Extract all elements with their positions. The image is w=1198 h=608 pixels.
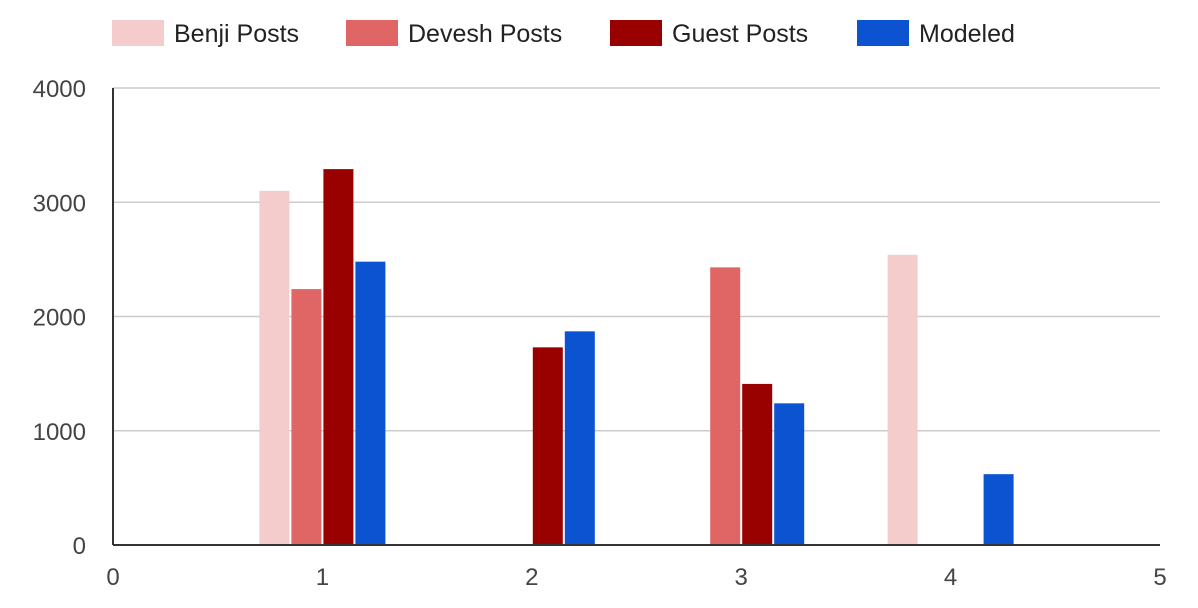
bar xyxy=(532,347,563,545)
x-tick-label: 3 xyxy=(735,564,748,591)
legend-item: Modeled xyxy=(857,20,1015,48)
legend: Benji Posts Devesh Posts Guest Posts Modele… xyxy=(112,20,1015,48)
bar xyxy=(983,474,1014,545)
legend-item: Benji Posts xyxy=(112,20,299,48)
legend-label: Benji Posts xyxy=(174,20,299,48)
bar xyxy=(887,254,918,545)
bar xyxy=(291,289,322,545)
bar xyxy=(710,267,741,545)
y-tick-label: 4000 xyxy=(33,76,86,103)
legend-swatch xyxy=(346,20,398,46)
axes xyxy=(112,88,1160,546)
bars xyxy=(259,169,1014,545)
legend-item: Guest Posts xyxy=(610,20,808,48)
legend-label: Guest Posts xyxy=(672,20,808,48)
legend-label: Modeled xyxy=(919,20,1015,48)
bar xyxy=(323,169,354,545)
x-tick-label: 1 xyxy=(316,564,329,591)
bar xyxy=(742,383,773,545)
legend-label: Devesh Posts xyxy=(408,20,562,48)
legend-item: Devesh Posts xyxy=(346,20,562,48)
x-tick-label: 5 xyxy=(1153,564,1166,591)
legend-swatch xyxy=(610,20,662,46)
bar xyxy=(259,190,290,545)
y-tick-label: 2000 xyxy=(33,305,86,332)
x-tick-label: 2 xyxy=(525,564,538,591)
legend-swatch xyxy=(112,20,164,46)
x-tick-label: 0 xyxy=(106,564,119,591)
y-tick-label: 1000 xyxy=(33,419,86,446)
bar xyxy=(355,261,386,545)
bar xyxy=(774,403,805,545)
x-tick-label: 4 xyxy=(944,564,957,591)
y-tick-label: 0 xyxy=(73,533,86,560)
bar xyxy=(564,331,595,545)
y-tick-label: 3000 xyxy=(33,190,86,217)
legend-swatch xyxy=(857,20,909,46)
tick-labels: 0 1000 2000 3000 4000 0 1 2 3 4 5 xyxy=(33,76,1167,591)
